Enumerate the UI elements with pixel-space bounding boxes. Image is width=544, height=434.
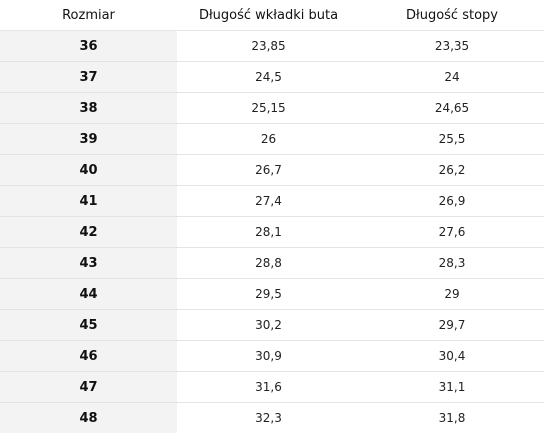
table-row: 40 26,7 26,2 xyxy=(0,154,544,186)
insole-length-cell: 32,3 xyxy=(255,411,282,425)
size-cell: 42 xyxy=(0,216,177,248)
foot-length-cell: 24 xyxy=(360,61,544,93)
insole-length-cell: 27,4 xyxy=(177,185,360,217)
foot-length-cell: 27,6 xyxy=(360,216,544,248)
size-cell: 38 xyxy=(0,92,177,124)
table-row: 44 29,5 29 xyxy=(0,278,544,310)
table-row: 46 30,9 30,4 xyxy=(0,340,544,372)
size-cell: 47 xyxy=(0,371,177,403)
insole-length-cell: 25,15 xyxy=(177,92,360,124)
header-size: Rozmiar xyxy=(0,0,177,31)
table-row: 45 30,2 29,7 xyxy=(0,309,544,341)
insole-length-cell: 26,7 xyxy=(177,154,360,186)
size-cell: 40 xyxy=(0,154,177,186)
insole-length-cell: 28,1 xyxy=(177,216,360,248)
foot-length-cell: 23,35 xyxy=(360,30,544,62)
insole-length-cell: 24,5 xyxy=(177,61,360,93)
foot-length-cell: 29 xyxy=(360,278,544,310)
table-row: 42 28,1 27,6 xyxy=(0,216,544,248)
table-row: 47 31,6 31,1 xyxy=(0,371,544,403)
size-cell: 41 xyxy=(0,185,177,217)
foot-length-cell: 30,4 xyxy=(360,340,544,372)
size-cell: 36 xyxy=(0,30,177,62)
foot-length-cell: 29,7 xyxy=(360,309,544,341)
header-insole-length: Długość wkładki buta xyxy=(177,0,360,31)
table-row: 43 28,8 28,3 xyxy=(0,247,544,279)
table-header-row: Rozmiar Długość wkładki buta Długość sto… xyxy=(0,0,544,31)
header-foot-length: Długość stopy xyxy=(360,0,544,31)
table-row: 38 25,15 24,65 xyxy=(0,92,544,124)
foot-length-cell: 28,3 xyxy=(360,247,544,279)
foot-length-cell: 31,8 xyxy=(438,411,466,425)
foot-length-cell: 24,65 xyxy=(360,92,544,124)
size-cell: 44 xyxy=(0,278,177,310)
table-row: 48 32,3 31,8 xyxy=(0,402,544,433)
foot-length-cell: 31,1 xyxy=(360,371,544,403)
table-row: 39 26 25,5 xyxy=(0,123,544,155)
size-cell: 43 xyxy=(0,247,177,279)
insole-length-cell: 30,9 xyxy=(177,340,360,372)
foot-length-cell: 26,2 xyxy=(360,154,544,186)
table-row: 36 23,85 23,35 xyxy=(0,30,544,62)
insole-length-cell: 29,5 xyxy=(177,278,360,310)
insole-length-cell: 23,85 xyxy=(177,30,360,62)
foot-length-cell: 26,9 xyxy=(360,185,544,217)
size-cell: 45 xyxy=(0,309,177,341)
size-cell: 37 xyxy=(0,61,177,93)
insole-length-cell: 31,6 xyxy=(177,371,360,403)
insole-length-cell: 30,2 xyxy=(177,309,360,341)
size-cell: 46 xyxy=(0,340,177,372)
insole-length-cell: 28,8 xyxy=(177,247,360,279)
table-row: 37 24,5 24 xyxy=(0,61,544,93)
size-cell: 48 xyxy=(0,402,177,433)
foot-length-cell: 25,5 xyxy=(360,123,544,155)
size-cell: 39 xyxy=(0,123,177,155)
insole-length-cell: 26 xyxy=(177,123,360,155)
table-row: 41 27,4 26,9 xyxy=(0,185,544,217)
